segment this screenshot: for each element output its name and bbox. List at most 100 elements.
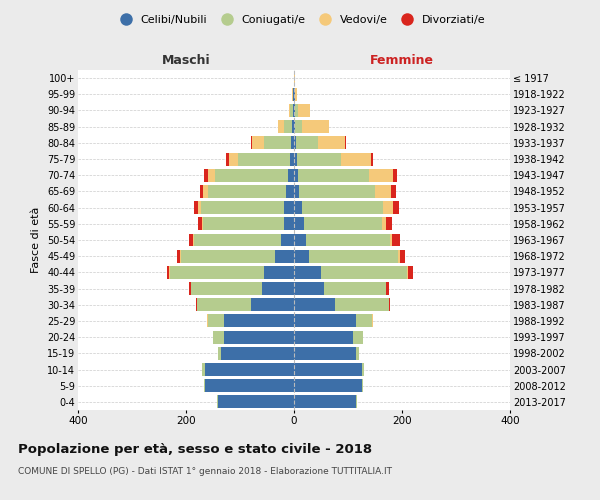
Bar: [294, 330, 353, 344]
Bar: [286, 185, 294, 198]
Bar: [294, 396, 356, 408]
Bar: [356, 396, 357, 408]
Bar: [389, 298, 390, 311]
Bar: [289, 104, 290, 117]
Bar: [229, 152, 238, 166]
Bar: [284, 120, 292, 133]
Bar: [295, 120, 302, 133]
Bar: [198, 218, 202, 230]
Bar: [191, 282, 262, 295]
Bar: [294, 218, 304, 230]
Bar: [202, 218, 203, 230]
Bar: [294, 185, 299, 198]
Bar: [294, 282, 324, 295]
Bar: [226, 152, 229, 166]
Bar: [294, 201, 302, 214]
Bar: [392, 234, 400, 246]
Bar: [298, 169, 368, 181]
Bar: [294, 234, 306, 246]
Bar: [251, 298, 294, 311]
Bar: [324, 282, 386, 295]
Bar: [409, 266, 413, 279]
Bar: [372, 314, 373, 328]
Bar: [205, 363, 294, 376]
Bar: [204, 379, 205, 392]
Bar: [361, 363, 364, 376]
Bar: [284, 218, 294, 230]
Bar: [382, 218, 386, 230]
Bar: [294, 298, 335, 311]
Bar: [265, 266, 294, 279]
Bar: [292, 136, 294, 149]
Y-axis label: Fasce di età: Fasce di età: [31, 207, 41, 273]
Bar: [296, 152, 341, 166]
Bar: [281, 234, 294, 246]
Bar: [262, 282, 294, 295]
Bar: [386, 282, 389, 295]
Bar: [368, 169, 393, 181]
Bar: [319, 136, 346, 149]
Bar: [217, 396, 218, 408]
Bar: [208, 314, 224, 328]
Bar: [375, 185, 391, 198]
Text: Femmine: Femmine: [370, 54, 434, 67]
Bar: [294, 347, 356, 360]
Bar: [193, 234, 194, 246]
Text: Maschi: Maschi: [161, 54, 211, 67]
Bar: [302, 201, 383, 214]
Legend: Celibi/Nubili, Coniugati/e, Vedovi/e, Divorziati/e: Celibi/Nubili, Coniugati/e, Vedovi/e, Di…: [110, 10, 490, 29]
Bar: [306, 234, 389, 246]
Bar: [293, 104, 294, 117]
Bar: [361, 379, 362, 392]
Bar: [251, 136, 253, 149]
Bar: [294, 250, 309, 262]
Bar: [275, 250, 294, 262]
Bar: [218, 396, 294, 408]
Bar: [284, 201, 294, 214]
Bar: [203, 185, 208, 198]
Bar: [203, 218, 284, 230]
Bar: [321, 266, 407, 279]
Bar: [299, 185, 375, 198]
Bar: [290, 152, 294, 166]
Bar: [386, 218, 392, 230]
Bar: [294, 266, 321, 279]
Bar: [198, 201, 200, 214]
Bar: [407, 266, 409, 279]
Bar: [196, 298, 197, 311]
Bar: [298, 104, 310, 117]
Bar: [294, 152, 296, 166]
Bar: [213, 330, 224, 344]
Bar: [278, 120, 284, 133]
Bar: [292, 120, 294, 133]
Bar: [265, 136, 292, 149]
Bar: [335, 298, 389, 311]
Bar: [221, 347, 294, 360]
Bar: [400, 250, 405, 262]
Bar: [302, 120, 329, 133]
Bar: [389, 234, 392, 246]
Bar: [294, 363, 361, 376]
Bar: [224, 330, 294, 344]
Bar: [296, 136, 319, 149]
Bar: [167, 266, 169, 279]
Bar: [295, 104, 298, 117]
Bar: [200, 201, 284, 214]
Bar: [208, 185, 286, 198]
Bar: [304, 218, 382, 230]
Bar: [200, 185, 203, 198]
Bar: [194, 234, 281, 246]
Bar: [294, 104, 295, 117]
Text: COMUNE DI SPELLO (PG) - Dati ISTAT 1° gennaio 2018 - Elaborazione TUTTITALIA.IT: COMUNE DI SPELLO (PG) - Dati ISTAT 1° ge…: [18, 468, 392, 476]
Bar: [206, 314, 208, 328]
Bar: [224, 314, 294, 328]
Bar: [383, 201, 393, 214]
Bar: [356, 314, 372, 328]
Bar: [194, 201, 198, 214]
Bar: [178, 250, 180, 262]
Bar: [215, 169, 287, 181]
Bar: [290, 104, 293, 117]
Bar: [294, 169, 298, 181]
Bar: [197, 298, 251, 311]
Bar: [188, 234, 193, 246]
